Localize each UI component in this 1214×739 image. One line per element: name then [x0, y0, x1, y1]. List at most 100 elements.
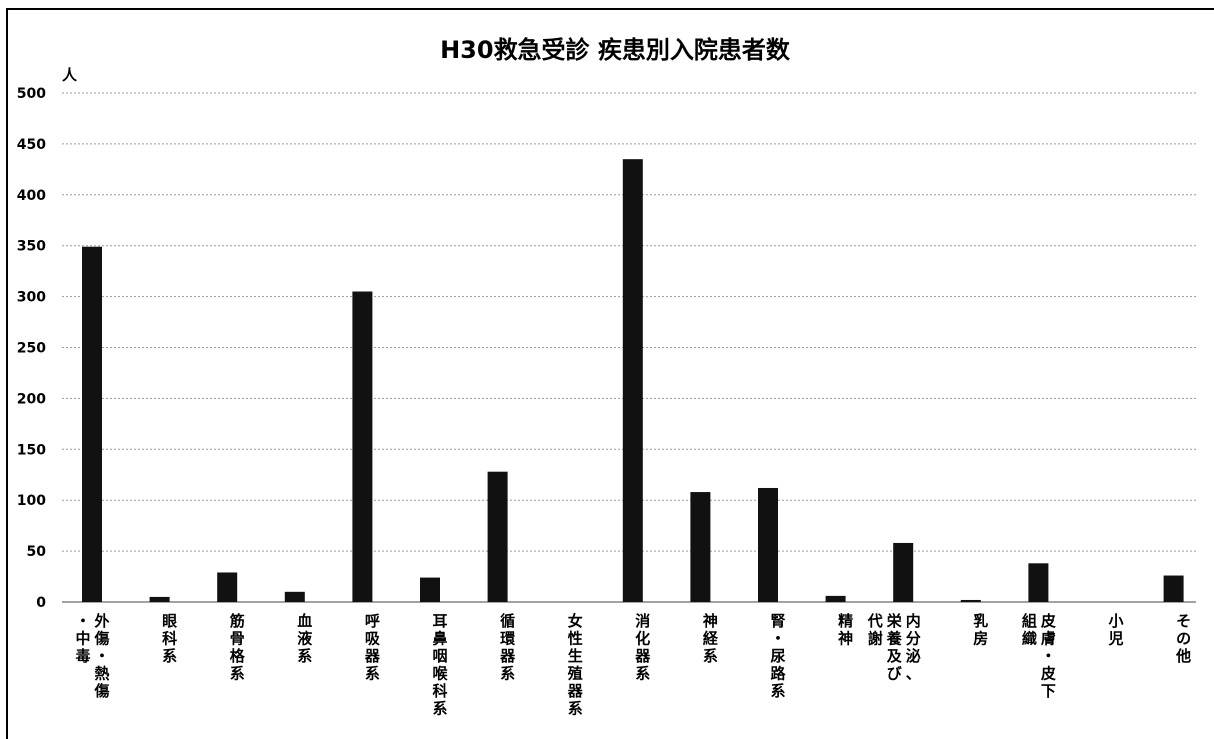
y-tick-label: 0 — [36, 595, 46, 611]
bar — [284, 591, 305, 602]
x-category-label-char: 性 — [568, 630, 583, 648]
x-category-label-char: 系 — [432, 700, 447, 718]
x-category-label-char: 系 — [162, 647, 177, 665]
x-axis-category-labels: 外傷・熱傷・中毒眼科系筋骨格系血液系呼吸器系耳鼻咽喉科系循環器系女性生殖器系消化… — [75, 612, 1191, 718]
x-category-label-char: 熱 — [94, 665, 109, 683]
x-category-label-char: 循 — [500, 612, 515, 630]
x-category-label-char: 皮 — [1041, 612, 1056, 630]
x-category-label-char: 系 — [703, 647, 718, 665]
x-category-label-char: 器 — [634, 647, 651, 665]
bar — [758, 487, 778, 602]
x-category-label: 乳房 — [973, 612, 988, 648]
x-category-label: 精神 — [838, 612, 853, 648]
x-category-label-char: 他 — [1175, 647, 1191, 665]
y-axis-unit-label: 人 — [62, 66, 78, 84]
y-tick-label: 350 — [17, 239, 46, 255]
x-category-label-char: 下 — [1041, 682, 1056, 700]
x-category-label-char: 代 — [867, 612, 883, 630]
x-category-label-char: 殖 — [567, 665, 583, 683]
x-category-label-char: 呼 — [365, 612, 380, 630]
x-category-label-char: 系 — [500, 665, 515, 683]
x-category-label: 血液系 — [297, 612, 313, 665]
y-tick-label: 50 — [27, 544, 47, 560]
y-axis-ticks: 0 50 100 150 200 250 300 350 400 450 500 — [17, 86, 46, 611]
x-category-label-char: 科 — [432, 682, 447, 700]
x-category-label-char: 系 — [230, 665, 245, 683]
x-category-label-char: 経 — [703, 630, 719, 648]
x-category-label-char: ・ — [75, 612, 90, 630]
x-category-label-char: 血 — [297, 612, 312, 630]
x-category-label-char: 咽 — [432, 647, 447, 665]
x-category-label-char: 内 — [906, 612, 921, 630]
x-category-label: 眼科系 — [162, 612, 177, 665]
x-category-label-char: 女 — [568, 612, 583, 630]
x-category-label-char: 神 — [703, 612, 718, 630]
x-category-label-char: 系 — [365, 665, 380, 683]
x-category-label-char: 外 — [93, 612, 109, 630]
x-category-label-char: 系 — [635, 665, 650, 683]
x-category-label: 腎・尿路系 — [770, 612, 786, 700]
y-tick-label: 200 — [17, 391, 46, 407]
x-category-label-char: 乳 — [973, 612, 988, 630]
y-tick-label: 500 — [17, 86, 46, 102]
x-category-label-char: 皮 — [1041, 665, 1056, 683]
x-category-label-char: 格 — [230, 647, 246, 665]
bar — [825, 595, 846, 602]
x-category-label-char: 分 — [906, 630, 921, 648]
x-category-label-char: 骨 — [230, 630, 245, 648]
bar — [893, 542, 914, 602]
bar — [690, 492, 711, 602]
y-tick-label: 150 — [17, 442, 46, 458]
bar — [149, 596, 170, 602]
bar — [622, 159, 643, 603]
y-tick-label: 400 — [17, 188, 46, 204]
x-category-label-char: 生 — [568, 647, 583, 665]
x-category-label-char: 傷 — [93, 682, 109, 700]
x-category-label-char: 組 — [1022, 612, 1037, 630]
x-category-label-char: 器 — [364, 647, 381, 665]
x-category-label-char: 科 — [162, 630, 177, 648]
x-category-label-char: 膚 — [1041, 630, 1056, 648]
x-category-label-char: 、 — [906, 665, 921, 683]
x-category-label-char: 筋 — [229, 612, 245, 630]
x-category-label-char: び — [887, 665, 902, 683]
x-category-label-char: 織 — [1022, 630, 1037, 648]
bar — [217, 572, 238, 602]
x-category-label-char: ・ — [94, 647, 109, 665]
x-category-label-char: 及 — [887, 647, 903, 665]
x-category-label-char: そ — [1176, 612, 1191, 630]
bar — [420, 577, 440, 602]
x-category-label-char: 傷 — [93, 630, 109, 648]
bar — [1163, 575, 1184, 602]
y-tick-label: 250 — [17, 341, 46, 357]
y-tick-label: 300 — [17, 290, 46, 306]
x-category-label: 外傷・熱傷・中毒 — [75, 612, 109, 700]
bar — [960, 599, 981, 602]
x-category-label-char: 児 — [1107, 630, 1123, 648]
x-category-label-char: ・ — [1041, 647, 1056, 665]
x-category-label-char: 中 — [75, 630, 90, 648]
x-category-label-char: 精 — [838, 612, 853, 630]
bars — [82, 159, 1184, 603]
x-category-label-char: 器 — [499, 647, 516, 665]
bar — [487, 471, 508, 602]
x-category-label-char: 鼻 — [432, 630, 447, 648]
x-category-label-char: 環 — [500, 630, 516, 648]
x-category-label-char: 耳 — [432, 612, 447, 630]
x-category-label-char: 小 — [1108, 612, 1123, 630]
x-category-label: 神経系 — [703, 612, 719, 665]
y-tick-label: 450 — [17, 137, 46, 153]
x-category-label-char: の — [1176, 630, 1191, 648]
x-category-label-char: 系 — [297, 647, 312, 665]
x-category-label-char: 系 — [770, 682, 785, 700]
x-category-label-char: 房 — [973, 630, 988, 648]
x-category-label-char: 路 — [770, 665, 786, 683]
x-category-label-char: 毒 — [75, 647, 90, 665]
